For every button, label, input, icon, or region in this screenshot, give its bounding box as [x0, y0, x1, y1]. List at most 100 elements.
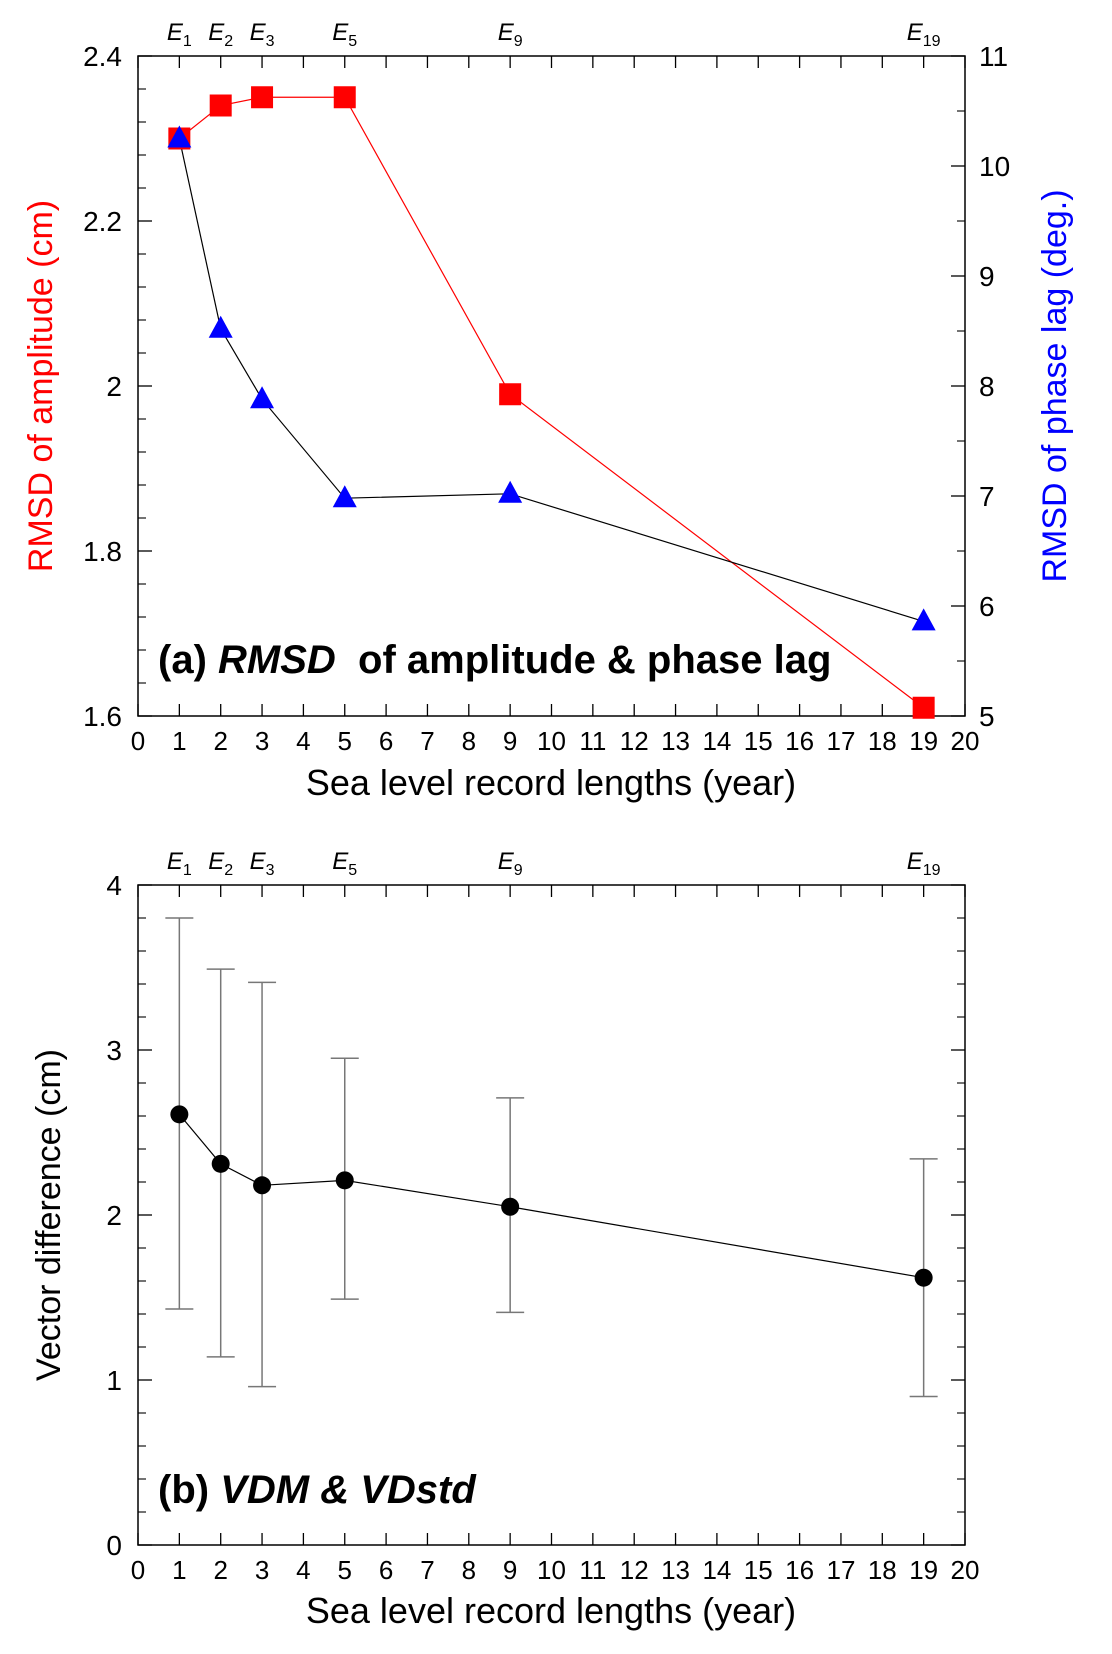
x-tick-label: 17 — [826, 726, 855, 756]
x-tick-label: 6 — [379, 1555, 393, 1585]
x-tick-label: 16 — [785, 1555, 814, 1585]
y-tick-label-left: 3 — [106, 1035, 122, 1066]
y-tick-label-left: 0 — [106, 1530, 122, 1561]
y-tick-label-right: 8 — [979, 371, 995, 402]
panel-a-ylabel-left: RMSD of amplitude (cm) — [22, 200, 60, 572]
panel-a-markers — [167, 86, 936, 719]
x-tick-label: 1 — [172, 1555, 186, 1585]
x-tick-label: 7 — [420, 726, 434, 756]
x-tick-label: 15 — [744, 726, 773, 756]
square-marker — [251, 86, 274, 109]
triangle-marker — [167, 125, 192, 148]
x-tick-label: 5 — [338, 726, 352, 756]
x-tick-label: 18 — [868, 1555, 897, 1585]
y-tick-label-right: 9 — [979, 261, 995, 292]
panel-a-plot-frame — [137, 55, 966, 717]
panel-a-xlabel: Sea level record lengths (year) — [306, 762, 796, 803]
panel-b-title: (b) VDM & VDstd — [158, 1468, 477, 1512]
x-tick-label: 8 — [462, 1555, 476, 1585]
x-tick-label: 2 — [213, 1555, 227, 1585]
x-tick-label: 19 — [909, 1555, 938, 1585]
x-tick-label: 13 — [661, 726, 690, 756]
epoch-label: E3 — [250, 19, 275, 50]
x-tick-label: 0 — [131, 726, 145, 756]
x-tick-label: 13 — [661, 1555, 690, 1585]
x-tick-label: 2 — [213, 726, 227, 756]
panel-b-x-tick-labels: 0 1 2 3 4 5 6 7 8 9 10 11 12 13 14 15 16 17 18 19 20 — [131, 1555, 980, 1585]
epoch-label: E1 — [167, 848, 192, 879]
x-tick-label: 18 — [868, 726, 897, 756]
x-tick-label: 4 — [296, 1555, 310, 1585]
triangle-marker — [498, 480, 523, 503]
x-tick-label: 16 — [785, 726, 814, 756]
panel-a-ticks — [137, 55, 966, 717]
square-marker — [333, 86, 356, 109]
y-tick-label-right: 7 — [979, 481, 995, 512]
square-marker — [209, 94, 232, 117]
x-tick-label: 15 — [744, 1555, 773, 1585]
x-tick-label: 11 — [579, 726, 606, 756]
y-tick-label-left: 2 — [106, 371, 122, 402]
triangle-marker — [208, 315, 233, 338]
x-tick-label: 17 — [826, 1555, 855, 1585]
panel-b-xlabel: Sea level record lengths (year) — [306, 1590, 796, 1631]
panel-a-top-epoch-labels: E1 E2 E3 E5 E9 E19 — [167, 19, 941, 50]
x-tick-label: 1 — [172, 726, 186, 756]
y-tick-label-left: 1 — [106, 1365, 122, 1396]
circle-marker — [211, 1154, 230, 1173]
y-tick-label-right: 10 — [979, 151, 1010, 182]
series-line-rmsd-of-phase-lag — [178, 138, 924, 622]
y-tick-label-left: 2.2 — [83, 206, 122, 237]
y-tick-label-right: 5 — [979, 701, 995, 732]
x-tick-label: 3 — [255, 1555, 269, 1585]
series-line-rmsd-of-amplitude — [178, 96, 925, 709]
x-tick-label: 6 — [379, 726, 393, 756]
panel-b-series-lines — [178, 1113, 924, 1279]
panel-a-title-label: (a) — [158, 638, 207, 682]
x-tick-label: 10 — [537, 726, 566, 756]
panel-a-ylabel-right: RMSD of phase lag (deg.) — [1036, 189, 1074, 582]
panel-a-amplitude-phase: 0 1 2 3 4 5 6 7 8 9 10 11 12 13 14 15 16 17 18 19 20 1.61.82… — [22, 19, 1074, 803]
epoch-label: E9 — [498, 848, 523, 879]
x-tick-label: 4 — [296, 726, 310, 756]
x-tick-label: 10 — [537, 1555, 566, 1585]
panel-b-title-italic: VDM & VDstd — [220, 1468, 477, 1512]
circle-marker — [914, 1268, 933, 1287]
x-tick-label: 14 — [702, 726, 731, 756]
epoch-label: E1 — [167, 19, 192, 50]
x-tick-label: 5 — [338, 1555, 352, 1585]
panel-a-right-tick-labels: 5 6 7 8 9 10 11 — [979, 41, 1010, 732]
y-tick-label-left: 1.8 — [83, 536, 122, 567]
panel-a-series-lines — [178, 96, 925, 709]
y-tick-label-left: 2 — [106, 1200, 122, 1231]
square-marker — [912, 696, 935, 719]
x-tick-label: 20 — [951, 1555, 980, 1585]
panel-b-left-tick-labels: 0 1 2 3 4 — [106, 870, 122, 1561]
y-tick-label-left: 2.4 — [83, 41, 122, 72]
panel-a-title: (a) RMSD of amplitude & phase lag — [158, 638, 831, 682]
series-line-vdm — [178, 1113, 924, 1279]
panel-b-markers — [170, 1105, 933, 1287]
y-tick-label-left: 4 — [106, 870, 122, 901]
y-tick-label-right: 11 — [979, 41, 1008, 72]
epoch-label: E5 — [332, 848, 357, 879]
x-tick-label: 9 — [503, 726, 517, 756]
square-marker — [499, 383, 522, 406]
panel-b-ticks — [137, 884, 966, 1546]
triangle-marker — [911, 608, 936, 631]
epoch-label: E19 — [907, 19, 941, 50]
y-tick-label-left: 1.6 — [83, 701, 122, 732]
panel-b-ylabel-left: Vector difference (cm) — [30, 1049, 68, 1381]
x-tick-label: 3 — [255, 726, 269, 756]
epoch-label: E5 — [332, 19, 357, 50]
x-tick-label: 9 — [503, 1555, 517, 1585]
panel-a-title-rest: of amplitude & phase lag — [347, 638, 832, 682]
epoch-label: E2 — [208, 19, 233, 50]
x-tick-label: 12 — [620, 726, 649, 756]
epoch-label: E9 — [498, 19, 523, 50]
x-tick-label: 11 — [579, 1555, 606, 1585]
epoch-label: E19 — [907, 848, 941, 879]
panel-a-left-tick-labels: 1.6 1.8 2 2.2 2.4 — [83, 41, 122, 732]
